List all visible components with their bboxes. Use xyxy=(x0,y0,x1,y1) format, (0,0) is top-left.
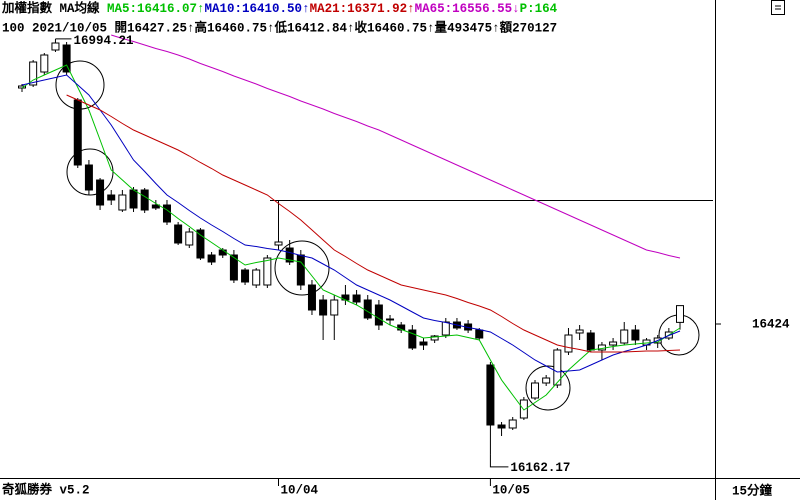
high-label: 16994.21 xyxy=(73,34,133,48)
header-text: MA10:16410.50↑ xyxy=(205,2,310,16)
candle-body xyxy=(174,224,183,244)
candle-body xyxy=(62,44,71,73)
candle-body xyxy=(118,194,127,211)
header-text: MA65:16556.55↓ xyxy=(415,2,520,16)
header-text: 加權指數 MA均線 xyxy=(1,0,107,16)
candle-body xyxy=(631,329,640,341)
candle-body xyxy=(274,241,283,246)
candle-body xyxy=(575,329,584,334)
candle-body xyxy=(96,179,105,206)
candle-body xyxy=(419,341,428,346)
scroll-icon xyxy=(775,5,781,10)
x-tick-label: 10/05 xyxy=(492,483,530,497)
candle-body xyxy=(151,204,160,209)
candle-body xyxy=(330,299,339,316)
candle-body xyxy=(441,321,450,336)
candle-body xyxy=(564,334,573,353)
candle-body xyxy=(319,299,328,316)
candle-body xyxy=(363,299,372,319)
candle-body xyxy=(207,254,216,263)
candle-body xyxy=(553,349,562,386)
candle-body xyxy=(620,329,629,344)
highlight-circle xyxy=(525,365,571,411)
candle-body xyxy=(229,254,238,281)
candle-body xyxy=(508,419,517,429)
header-text: P:164 xyxy=(520,2,558,16)
ma-line xyxy=(21,74,681,373)
candle-body xyxy=(252,269,261,286)
candle-body xyxy=(307,284,316,311)
candle-body xyxy=(285,247,294,263)
candle-body xyxy=(542,377,551,384)
candle-body xyxy=(84,164,93,191)
candle-body xyxy=(241,269,250,283)
header-text: MA5:16416.07↑ xyxy=(107,2,205,16)
candle-body xyxy=(386,318,395,321)
period-label: 15分鐘 xyxy=(732,482,773,498)
candle-body xyxy=(352,294,361,303)
candle-body xyxy=(40,54,49,73)
ma-line xyxy=(66,94,681,353)
software-label: 奇狐勝券 v5.2 xyxy=(2,481,90,497)
candle-body xyxy=(196,229,205,259)
candle-body xyxy=(140,189,149,211)
candle-body xyxy=(263,257,272,286)
candle-body xyxy=(107,194,116,201)
candle-body xyxy=(162,204,171,223)
candle-body xyxy=(29,61,38,86)
candle-body xyxy=(218,249,227,256)
scroll-button[interactable] xyxy=(771,0,785,15)
header-text: MA21:16371.92↑ xyxy=(310,2,415,16)
plot: 16994.21 16162.17 xyxy=(18,34,684,475)
candle-body xyxy=(609,341,618,346)
candle-body xyxy=(408,329,417,349)
y-tick-label: 16424 xyxy=(752,317,790,331)
candle-body xyxy=(531,382,540,399)
low-label: 16162.17 xyxy=(510,461,570,475)
candle-body xyxy=(486,364,495,426)
candle-body xyxy=(497,424,506,429)
candle-body xyxy=(129,189,138,209)
candle-body xyxy=(519,399,528,419)
candle-body xyxy=(73,99,82,166)
ma-line xyxy=(111,34,681,259)
ma-header: 加權指數 MA均線 MA5:16416.07↑MA10:16410.50↑MA2… xyxy=(1,0,558,16)
x-tick-label: 10/04 xyxy=(281,483,319,497)
candle-body xyxy=(676,305,684,323)
candle-body xyxy=(374,304,383,326)
highlight-circle xyxy=(274,240,330,296)
ma-line xyxy=(21,64,681,411)
candle-body xyxy=(586,332,595,351)
candle-body xyxy=(430,335,439,341)
info-line: 100 2021/10/05 開16427.25↑高16460.75↑低1641… xyxy=(2,19,557,35)
candle-body xyxy=(475,329,484,339)
candle-body xyxy=(51,42,60,51)
candle-body xyxy=(296,254,305,286)
candle-body xyxy=(185,231,194,246)
low-leader xyxy=(489,454,509,468)
